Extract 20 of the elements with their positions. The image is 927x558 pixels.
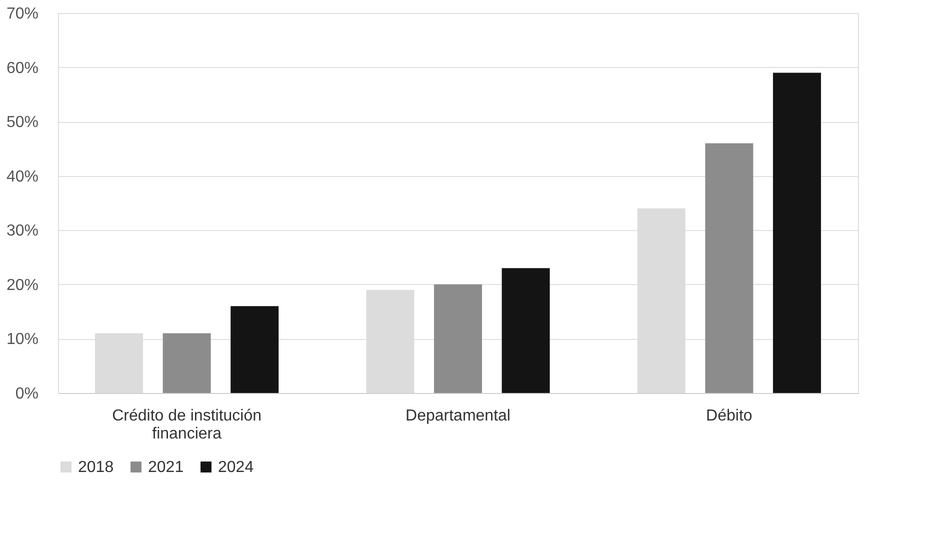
bar <box>162 333 211 393</box>
bar <box>230 306 279 393</box>
x-tick-label: Departamental <box>406 408 510 424</box>
bar <box>772 72 821 393</box>
bar <box>434 284 482 393</box>
y-tick-label: 20% <box>6 276 38 294</box>
legend-label: 2024 <box>218 459 254 476</box>
y-tick-label: 0% <box>15 386 38 402</box>
y-tick-label: 10% <box>6 331 38 348</box>
legend-label: 2021 <box>148 459 184 476</box>
legend-label: 2018 <box>78 459 114 476</box>
y-tick-label: 60% <box>6 60 38 77</box>
y-tick-label: 30% <box>6 222 38 240</box>
bar <box>705 143 754 393</box>
y-tick-label: 70% <box>6 6 38 22</box>
x-tick-label: Crédito de institución financiera <box>112 408 262 442</box>
y-tick-label: 50% <box>6 114 38 132</box>
x-tick-label: Débito <box>706 408 752 424</box>
bar <box>502 268 550 393</box>
y-tick-label: 40% <box>6 168 38 186</box>
